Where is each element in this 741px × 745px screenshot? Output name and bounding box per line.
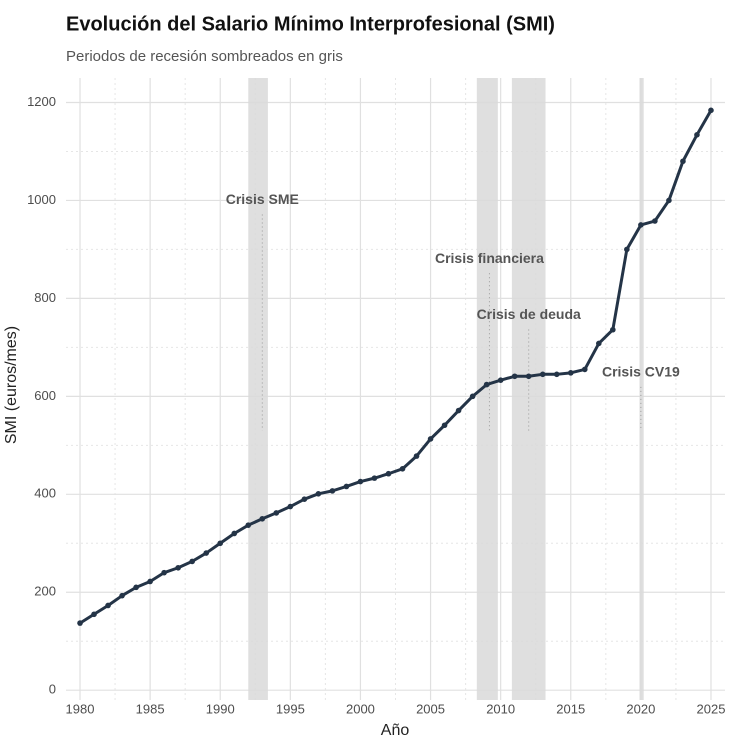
annotation: Crisis de deuda <box>477 306 581 322</box>
point <box>399 466 406 472</box>
point <box>161 569 167 576</box>
point <box>343 483 350 490</box>
point <box>708 107 714 114</box>
point <box>497 377 504 383</box>
recession-band <box>639 78 644 700</box>
point <box>652 218 658 224</box>
point <box>525 373 532 380</box>
point <box>357 478 364 485</box>
y-tick-label: 800 <box>34 290 56 305</box>
point <box>273 510 280 516</box>
point <box>259 515 266 522</box>
x-tick-label: 2000 <box>346 701 375 716</box>
point <box>638 222 644 228</box>
point <box>105 602 111 609</box>
point <box>91 611 97 618</box>
x-tick-label: 1985 <box>136 701 165 716</box>
point <box>315 491 322 497</box>
point <box>119 592 125 599</box>
point <box>483 381 490 388</box>
x-tick-label: 2025 <box>697 701 726 716</box>
x-tick-label: 2020 <box>626 701 655 716</box>
point <box>469 393 476 400</box>
point <box>581 366 588 373</box>
point <box>624 246 630 253</box>
chart-subtitle: Periodos de recesión sombreados en gris <box>66 48 343 65</box>
point <box>301 496 308 502</box>
y-tick-label: 1000 <box>27 192 56 207</box>
point <box>147 578 153 585</box>
x-tick-label: 2005 <box>416 701 445 716</box>
x-tick-label: 1990 <box>206 701 235 716</box>
point <box>441 422 448 429</box>
y-tick-label: 1200 <box>27 94 56 109</box>
point <box>413 453 420 459</box>
annotation: Crisis SME <box>226 191 299 207</box>
annotation: Crisis CV19 <box>602 364 680 380</box>
point <box>680 158 686 165</box>
point <box>175 564 181 571</box>
point <box>217 540 224 547</box>
point <box>694 132 700 138</box>
point <box>385 470 392 477</box>
point <box>231 530 238 537</box>
annotation: Crisis financiera <box>435 250 544 266</box>
chart-title: Evolución del Salario Mínimo Interprofes… <box>66 13 555 35</box>
point <box>203 550 210 556</box>
y-tick-label: 600 <box>34 388 56 403</box>
point <box>455 407 462 414</box>
point <box>427 436 434 442</box>
y-tick-label: 0 <box>49 682 56 697</box>
point <box>77 620 83 626</box>
recession-band <box>476 78 498 700</box>
point <box>371 475 378 481</box>
x-tick-label: 1980 <box>66 701 95 716</box>
line <box>79 109 713 625</box>
y-tick-label: 200 <box>34 584 56 599</box>
x-tick-label: 2015 <box>556 701 585 716</box>
point <box>189 558 195 565</box>
point <box>567 370 574 376</box>
recession-band <box>511 78 546 700</box>
point <box>553 371 560 378</box>
point <box>539 371 546 378</box>
x-tick-label: 2010 <box>486 701 515 716</box>
x-tick-label: 1995 <box>276 701 305 716</box>
point <box>133 584 139 591</box>
recession-band <box>248 78 268 700</box>
point <box>329 488 336 494</box>
point <box>245 522 252 528</box>
x-axis-label: Año <box>381 722 410 739</box>
y-tick-label: 400 <box>34 486 56 501</box>
point <box>596 340 602 347</box>
point <box>666 197 672 204</box>
point <box>610 326 616 333</box>
point <box>287 503 294 510</box>
point <box>511 373 518 380</box>
y-axis-label: SMI (euros/mes) <box>3 326 20 444</box>
